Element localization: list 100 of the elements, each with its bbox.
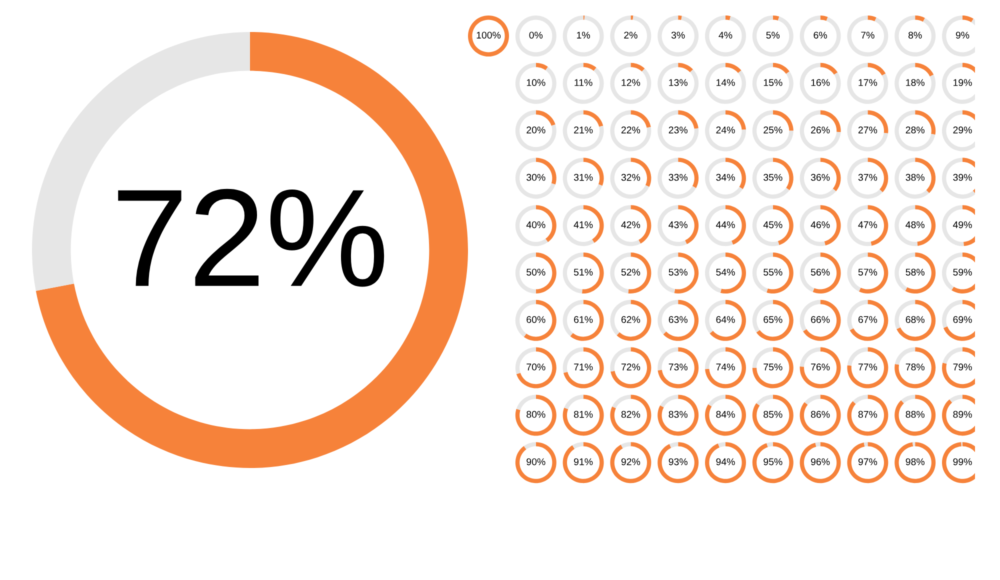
data-label: 44% [716,221,735,228]
data-label: 87% [858,410,878,418]
data-label: 47% [858,221,878,228]
data-label: 74% [716,364,735,370]
data-label: 82% [621,410,640,418]
data-label: 30% [526,174,546,181]
data-label: 33% [668,174,688,181]
data-label: 79% [953,364,972,370]
data-label: 5% [766,32,780,39]
data-label: 65% [764,316,782,324]
data-label: 70% [526,364,546,370]
data-label: 85% [764,410,782,418]
data-label: 72% [621,364,640,370]
data-label: 11% [574,79,592,86]
data-label: 31% [574,174,593,181]
data-label: 97% [858,458,878,466]
data-label: 51% [574,268,593,276]
data-label: 12% [622,79,640,86]
data-label: 54% [716,268,735,276]
data-label: 32% [621,174,640,181]
data-label: 96% [811,458,830,466]
data-label: 86% [810,410,830,418]
data-label: 75% [764,364,782,370]
data-label: 98% [906,458,924,466]
data-label: 49% [952,221,972,228]
data-label: 36% [810,174,830,181]
data-label: 76% [811,364,830,370]
data-label: 24% [716,126,735,134]
data-label: 80% [526,410,546,418]
data-label: 46% [810,221,830,228]
data-label: 17% [858,79,878,86]
data-label: 69% [953,316,972,324]
data-label: 71% [574,364,593,370]
data-label: 58% [906,268,924,276]
data-label: 63% [668,316,688,324]
data-label: 23% [668,126,688,134]
data-label: 29% [953,126,972,134]
data-label: 39% [953,174,972,181]
data-label: 90% [526,458,546,466]
data-label: 3% [671,32,685,39]
data-label: 10% [526,79,546,86]
data-label: 43% [668,221,688,228]
data-label: 59% [953,268,972,276]
data-label: 72% [118,188,384,287]
data-label: 0% [529,32,543,39]
data-label: 91% [574,458,593,466]
data-label: 66% [811,316,830,324]
data-label: 92% [621,458,640,466]
data-label: 48% [906,221,924,228]
data-label: 27% [858,126,878,134]
data-label: 93% [668,458,688,466]
data-label: 37% [858,174,878,181]
data-label: 78% [906,364,924,370]
data-label: 100% [476,32,501,39]
data-label: 52% [621,268,640,276]
data-label: 45% [763,221,782,228]
data-label: 73% [668,364,688,370]
data-label: 22% [621,126,640,134]
data-label: 25% [764,126,782,134]
data-label: 34% [716,174,735,181]
data-label: 38% [906,174,924,181]
data-label: 19% [954,79,972,86]
data-label: 64% [716,316,735,324]
data-label: 57% [858,268,878,276]
data-label: 67% [858,316,878,324]
data-label: 56% [810,268,830,276]
data-label: 88% [906,410,924,418]
data-label: 68% [906,316,924,324]
data-label: 21% [574,126,593,134]
data-label: 60% [526,316,546,324]
data-label: 61% [574,316,593,324]
data-label: 9% [956,32,970,39]
data-label: 2% [624,32,638,39]
data-label: 77% [858,364,878,370]
data-label: 16% [811,79,830,86]
data-label: 83% [668,410,688,418]
data-label: 1% [577,32,590,39]
data-label: 6% [814,32,827,39]
data-label: 14% [716,79,735,86]
data-label: 41% [574,221,593,228]
data-label: 13% [669,79,688,86]
data-label: 18% [906,79,924,86]
data-label: 7% [861,32,874,39]
data-label: 4% [718,32,732,39]
data-label: 50% [526,268,546,276]
data-label: 15% [764,79,782,86]
data-label: 81% [574,410,593,418]
data-label: 8% [908,32,922,39]
data-label: 89% [953,410,972,418]
data-label: 53% [668,268,688,276]
data-label: 95% [764,458,782,466]
data-label: 20% [526,126,546,134]
data-label: 62% [621,316,640,324]
data-label: 99% [953,458,972,466]
data-label: 40% [526,221,546,228]
data-label: 42% [621,221,640,228]
data-label: 26% [811,126,830,134]
data-label: 35% [764,174,782,181]
data-label: 94% [716,458,735,466]
data-label: 84% [716,410,735,418]
